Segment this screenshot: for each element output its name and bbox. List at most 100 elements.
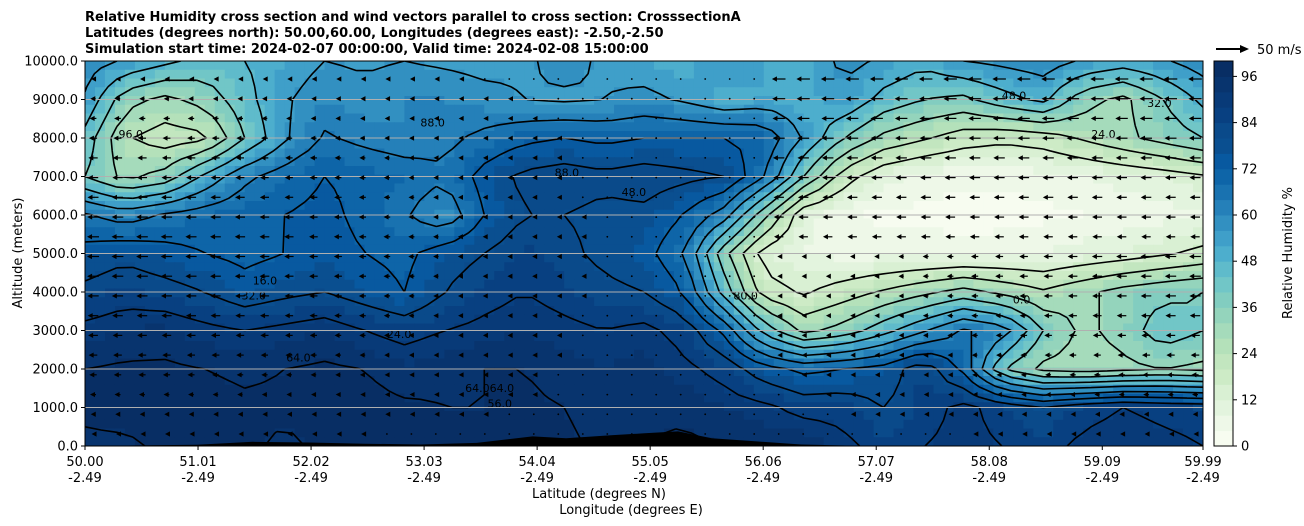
rh-cell: [154, 279, 166, 290]
rh-cell: [1173, 314, 1184, 325]
rh-cell: [484, 428, 495, 438]
rh-cell: [663, 288, 675, 298]
rh-cell: [963, 227, 975, 237]
rh-cell: [753, 192, 765, 202]
rh-cell: [114, 288, 126, 298]
rh-cell: [1083, 218, 1094, 228]
rh-cell: [993, 279, 1004, 290]
rh-cell: [903, 306, 915, 316]
rh-cell: [683, 61, 695, 71]
rh-cell: [843, 428, 855, 438]
rh-cell: [264, 218, 276, 228]
rh-cell: [933, 61, 945, 71]
rh-cell: [584, 419, 595, 430]
rh-cell: [604, 411, 615, 421]
rh-cell: [374, 236, 386, 246]
rh-cell: [334, 104, 346, 115]
rh-cell: [893, 271, 905, 281]
rh-cell: [494, 428, 505, 438]
rh-cell: [783, 262, 795, 272]
rh-cell: [314, 244, 326, 255]
rh-cell: [843, 236, 855, 246]
rh-cell: [504, 87, 515, 97]
rh-cell: [394, 262, 406, 272]
rh-cell: [254, 419, 266, 430]
rh-cell: [833, 349, 845, 360]
rh-cell: [803, 61, 815, 71]
rh-cell: [693, 332, 705, 342]
rh-cell: [793, 437, 805, 446]
rh-cell: [284, 358, 296, 368]
rh-cell: [1193, 78, 1203, 88]
rh-cell: [923, 166, 935, 176]
rh-cell: [454, 244, 465, 255]
rh-cell: [813, 323, 825, 333]
rh-cell: [1083, 78, 1094, 88]
rh-cell: [1133, 157, 1144, 167]
rh-cell: [803, 174, 815, 185]
rh-cell: [114, 122, 126, 132]
rh-cell: [264, 341, 276, 351]
rh-cell: [494, 227, 505, 237]
rh-cell: [973, 367, 984, 377]
rh-cell: [444, 201, 455, 211]
rh-cell: [414, 349, 425, 360]
rh-cell: [134, 323, 146, 333]
rh-cell: [344, 201, 356, 211]
rh-cell: [1083, 113, 1094, 123]
rh-cell: [653, 367, 665, 377]
rh-cell: [653, 139, 665, 150]
rh-cell: [284, 437, 296, 446]
rh-cell: [953, 122, 965, 132]
rh-cell: [604, 78, 615, 88]
rh-cell: [644, 411, 655, 421]
rh-cell: [224, 349, 236, 360]
rh-cell: [524, 341, 535, 351]
rh-cell: [1043, 131, 1054, 141]
rh-cell: [683, 174, 695, 185]
rh-cell: [993, 341, 1004, 351]
rh-cell: [284, 166, 296, 176]
rh-cell: [913, 157, 925, 167]
rh-cell: [204, 314, 216, 325]
rh-cell: [733, 236, 745, 246]
rh-cell: [294, 393, 306, 403]
rh-cell: [663, 122, 675, 132]
rh-cell: [873, 201, 885, 211]
rh-cell: [514, 288, 525, 298]
rh-cell: [374, 428, 386, 438]
rh-cell: [384, 104, 396, 115]
rh-cell: [234, 218, 246, 228]
rh-cell: [803, 393, 815, 403]
rh-cell: [504, 61, 515, 71]
rh-cell: [1133, 69, 1144, 80]
rh-cell: [414, 314, 425, 325]
rh-cell: [953, 358, 965, 368]
rh-cell: [663, 314, 675, 325]
rh-cell: [773, 332, 785, 342]
rh-cell: [644, 166, 655, 176]
rh-cell: [334, 174, 346, 185]
rh-cell: [554, 78, 565, 88]
rh-cell: [1013, 96, 1024, 106]
rh-cell: [264, 236, 276, 246]
rh-cell: [174, 87, 186, 97]
rh-cell: [534, 113, 545, 123]
rh-cell: [134, 297, 146, 307]
rh-cell: [863, 358, 875, 368]
rh-cell: [524, 201, 535, 211]
rh-cell: [1133, 122, 1144, 132]
rh-cell: [793, 96, 805, 106]
rh-cell: [584, 227, 595, 237]
rh-cell: [1153, 209, 1164, 220]
rh-cell: [454, 262, 465, 272]
rh-cell: [833, 148, 845, 158]
rh-cell: [244, 271, 256, 281]
rh-cell: [384, 323, 396, 333]
rh-cell: [364, 227, 376, 237]
rh-cell: [1073, 297, 1084, 307]
rh-cell: [1193, 288, 1203, 298]
rh-cell: [144, 393, 156, 403]
rh-cell: [264, 244, 276, 255]
rh-cell: [703, 253, 715, 263]
